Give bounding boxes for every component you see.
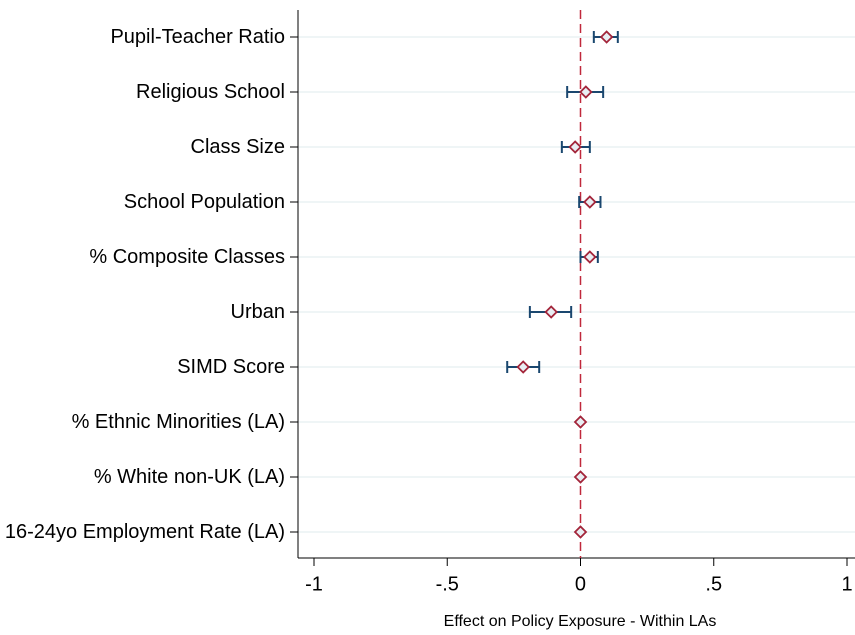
y-tick-label: SIMD Score [177,356,285,378]
x-tick-label: 0 [575,573,586,595]
x-axis-title: Effect on Policy Exposure - Within LAs [444,613,717,630]
point [573,470,588,484]
y-tick-label: Religious School [136,81,285,103]
point [583,195,597,209]
y-tick-label: 16-24yo Employment Rate (LA) [4,521,285,543]
point [579,85,593,99]
x-tick-label: -.5 [436,573,459,595]
y-tick-label: Urban [230,301,285,323]
point [599,30,614,44]
point [544,305,558,319]
x-tick-label: .5 [705,573,722,595]
y-tick-label: % Ethnic Minorities (LA) [71,411,285,433]
point [573,525,588,539]
y-tick-label: % Composite Classes [89,246,285,268]
point [583,250,597,264]
point [516,360,530,374]
x-tick-label: -1 [305,573,323,595]
y-tick-label: Pupil-Teacher Ratio [110,26,285,48]
point [568,140,582,154]
y-tick-label: Class Size [190,136,285,158]
y-tick-label: % White non-UK (LA) [93,466,285,488]
y-tick-label: School Population [123,191,285,213]
x-tick-label: 1 [841,573,852,595]
point [573,415,588,429]
